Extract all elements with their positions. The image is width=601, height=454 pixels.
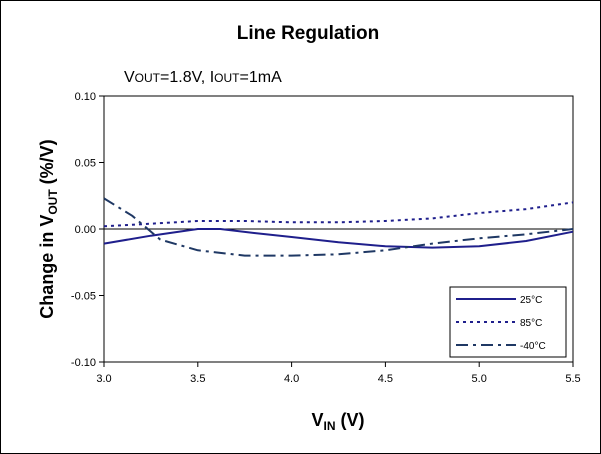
x-label-rest: (V) [336, 410, 365, 430]
subtitle-v-rest: =1.8V, [160, 69, 210, 86]
series-line [103, 228, 574, 249]
y-label-sub: OUT [46, 189, 60, 215]
x-axis-label: VIN (V) [311, 410, 364, 433]
subtitle-i-rest: =1mA [240, 69, 283, 86]
chart-subtitle: VOUT=1.8V, IOUT=1mA [124, 69, 282, 86]
legend-label: -40°C [520, 341, 546, 352]
y-tick-label: 0.10 [75, 91, 96, 103]
chart-title: Line Regulation [237, 23, 380, 44]
y-axis-label: Change in VOUT (%/V) [37, 139, 60, 318]
series-line [103, 201, 574, 228]
y-tick-label: 0.05 [75, 158, 96, 170]
series-layer [103, 197, 574, 257]
legend-label: 85°C [520, 318, 542, 329]
y-tick-label: -0.05 [71, 291, 96, 303]
x-tick-label: 3.0 [96, 373, 111, 385]
y-label-main: Change in V [37, 215, 57, 319]
x-axis-ticks: 3.0 3.5 4.0 4.5 5.0 5.5 [96, 362, 581, 385]
y-tick-label: -0.10 [71, 357, 96, 369]
legend: 25°C 85°C -40°C [449, 286, 567, 358]
subtitle-v: V [124, 69, 135, 86]
x-tick-label: 4.5 [378, 373, 393, 385]
x-tick-label: 5.0 [472, 373, 487, 385]
x-tick-label: 5.5 [565, 373, 580, 385]
y-axis-ticks: 0.10 0.05 0.00 -0.05 -0.10 [71, 91, 104, 369]
subtitle-i-sub: OUT [214, 71, 240, 85]
y-tick-label: 0.00 [75, 224, 96, 236]
x-label-main: V [311, 410, 323, 430]
x-tick-label: 4.0 [284, 373, 299, 385]
x-label-sub: IN [324, 419, 336, 433]
x-tick-label: 3.5 [190, 373, 205, 385]
y-label-rest: (%/V) [37, 139, 57, 189]
legend-label: 25°C [520, 295, 542, 306]
series-line [103, 197, 574, 257]
subtitle-v-sub: OUT [135, 71, 161, 85]
subtitle-i: I [210, 69, 214, 86]
